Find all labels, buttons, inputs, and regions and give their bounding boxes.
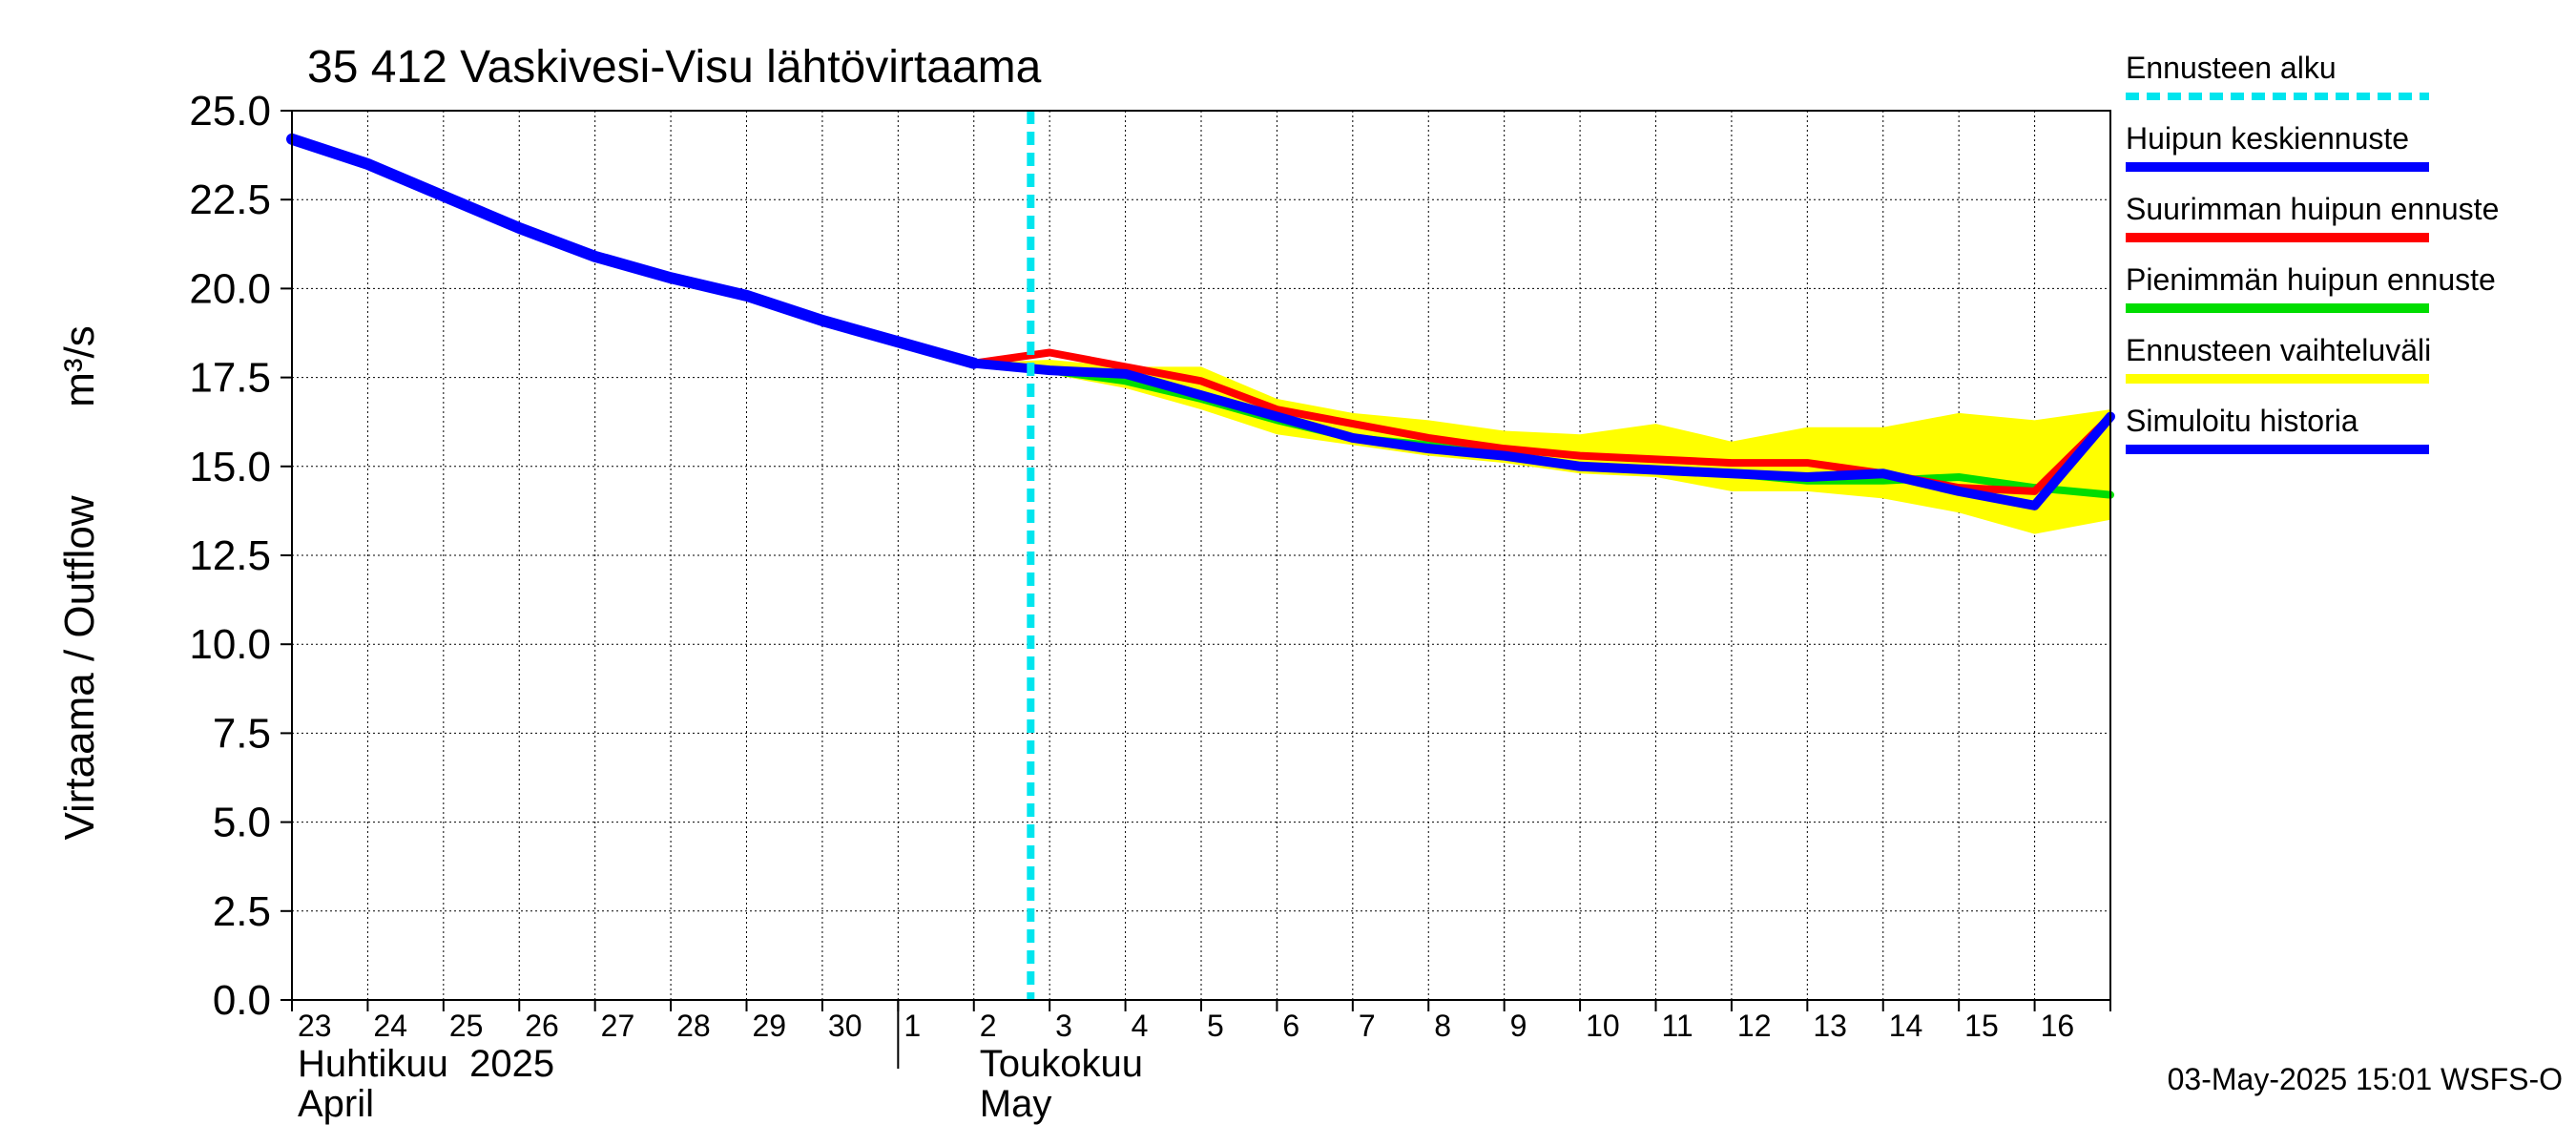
x-tick-label: 2 [980, 1009, 997, 1043]
x-tick-label: 15 [1964, 1009, 1999, 1043]
x-tick-label: 28 [676, 1009, 711, 1043]
chart-title: 35 412 Vaskivesi-Visu lähtövirtaama [307, 42, 1042, 93]
grid [292, 111, 2110, 1000]
x-tick-label: 12 [1737, 1009, 1772, 1043]
y-tick-label: 20.0 [189, 265, 271, 312]
mean-peak-forecast-line [968, 358, 2115, 510]
x-tick-label: 10 [1586, 1009, 1620, 1043]
x-axis: 23 24 25 26 27 28 29 30 1 2 3 4 5 6 7 8 9 10 11 12 13 14 15 16H… [291, 1000, 2111, 1125]
x-tick-label: 11 [1662, 1009, 1693, 1043]
x-tick-label: 7 [1359, 1009, 1376, 1043]
footer-timestamp: 03-May-2025 15:01 WSFS-O [2168, 1062, 2563, 1096]
x-tick-label: 27 [601, 1009, 635, 1043]
month-label: Toukokuu [980, 1043, 1143, 1085]
x-tick-label: 3 [1055, 1009, 1072, 1043]
y-tick-label: 12.5 [189, 532, 271, 579]
x-tick-label: 23 [298, 1009, 332, 1043]
legend-label: Ennusteen alku [2126, 51, 2337, 85]
x-tick-label: 26 [525, 1009, 559, 1043]
x-tick-label: 29 [753, 1009, 787, 1043]
legend-label: Ennusteen vaihteluväli [2126, 333, 2431, 367]
x-tick-label: 5 [1207, 1009, 1224, 1043]
y-axis-unit: m³/s [56, 325, 103, 407]
x-tick-label: 9 [1510, 1009, 1527, 1043]
month-label: Huhtikuu 2025 [298, 1043, 554, 1085]
series-lines [286, 133, 2115, 510]
legend-label: Suurimman huipun ennuste [2126, 192, 2499, 226]
legend-label: Huipun keskiennuste [2126, 121, 2409, 156]
x-tick-label: 14 [1889, 1009, 1923, 1043]
y-axis-label: Virtaama / Outflow [56, 495, 103, 840]
y-tick-label: 25.0 [189, 88, 271, 135]
simulated-history-line [286, 133, 980, 369]
y-tick-label: 7.5 [213, 710, 271, 757]
y-tick-label: 5.0 [213, 800, 271, 846]
x-tick-label: 13 [1813, 1009, 1847, 1043]
y-tick-label: 2.5 [213, 888, 271, 935]
x-tick-label: 8 [1434, 1009, 1451, 1043]
x-tick-label: 4 [1132, 1009, 1149, 1043]
legend-label: Pienimmän huipun ennuste [2126, 262, 2496, 297]
y-tick-label: 17.5 [189, 355, 271, 402]
x-tick-label: 16 [2041, 1009, 2075, 1043]
legend-label: Simuloitu historia [2126, 404, 2358, 438]
x-tick-label: 1 [904, 1009, 921, 1043]
month-label-en: May [980, 1083, 1052, 1125]
y-tick-label: 22.5 [189, 177, 271, 223]
y-tick-label: 10.0 [189, 621, 271, 668]
x-tick-label: 25 [449, 1009, 484, 1043]
y-tick-label: 15.0 [189, 444, 271, 490]
y-tick-label: 0.0 [213, 977, 271, 1024]
legend: Ennusteen alku Huipun keskiennuste Suurimm… [2126, 51, 2499, 454]
x-tick-label: 6 [1282, 1009, 1299, 1043]
x-tick-label: 30 [828, 1009, 862, 1043]
x-tick-label: 24 [373, 1009, 407, 1043]
y-axis: 0.0 2.5 5.0 7.5 10.0 12.5 15.0 17.5 20.0 22.5 25.0 [189, 88, 292, 1024]
month-label-en: April [298, 1083, 374, 1125]
